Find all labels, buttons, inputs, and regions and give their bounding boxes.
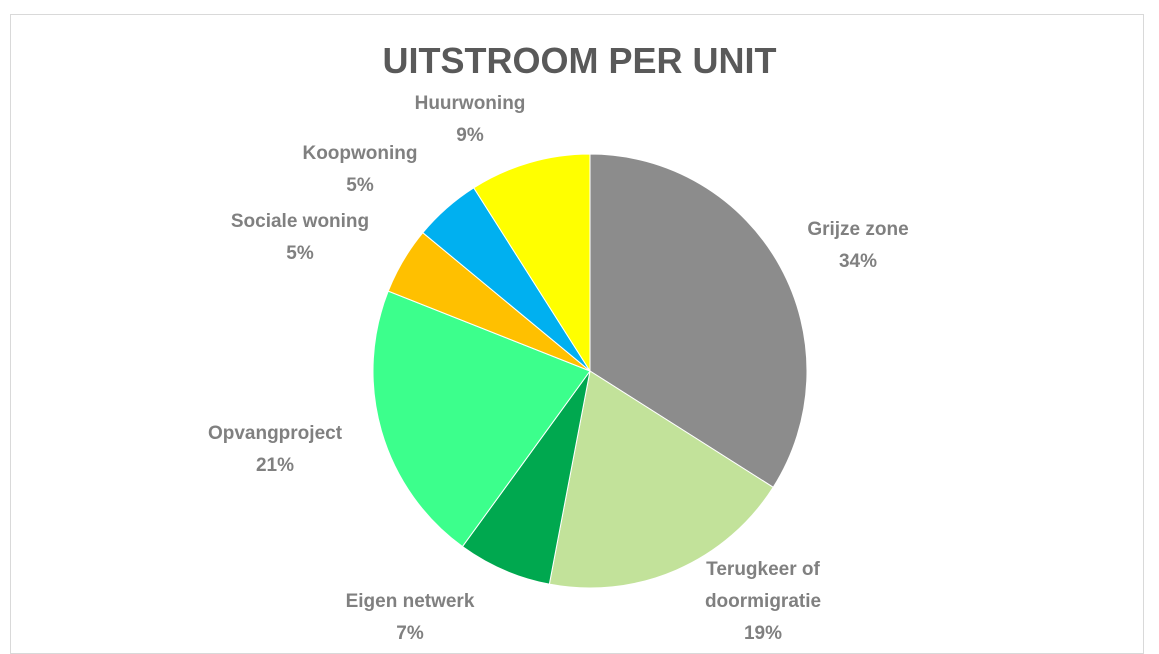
- slice-label: Eigen netwerk 7%: [300, 586, 520, 650]
- category-label: Grijze zone: [807, 219, 909, 240]
- pie-slice: [589, 153, 808, 488]
- slice-label: Opvangproject 21%: [165, 418, 385, 482]
- category-label: Huurwoning: [414, 93, 526, 114]
- category-label: Terugkeer of doormigratie: [704, 559, 822, 612]
- value-label: 19%: [743, 623, 783, 644]
- value-label: 7%: [396, 623, 424, 644]
- category-label: Eigen netwerk: [345, 591, 475, 612]
- category-label: Opvangproject: [207, 423, 343, 444]
- value-label: 5%: [346, 175, 374, 196]
- value-label: 5%: [286, 243, 314, 264]
- chart-title: UITSTROOM PER UNIT: [382, 40, 777, 81]
- slice-label: Grijze zone 34%: [758, 214, 958, 278]
- value-label: 34%: [838, 251, 878, 272]
- category-label: Koopwoning: [302, 143, 418, 164]
- slice-label: Sociale woning 5%: [190, 206, 410, 270]
- pie-slice: [473, 153, 591, 373]
- slice-label: Huurwoning 9%: [370, 88, 570, 152]
- pie-slice: [548, 370, 774, 589]
- slice-label: Terugkeer of doormigratie 19%: [683, 554, 843, 650]
- slice-label: Koopwoning 5%: [260, 138, 460, 202]
- pie-slice: [372, 290, 591, 548]
- value-label: 21%: [255, 455, 295, 476]
- category-label: Sociale woning: [230, 211, 370, 232]
- value-label: 9%: [456, 125, 484, 146]
